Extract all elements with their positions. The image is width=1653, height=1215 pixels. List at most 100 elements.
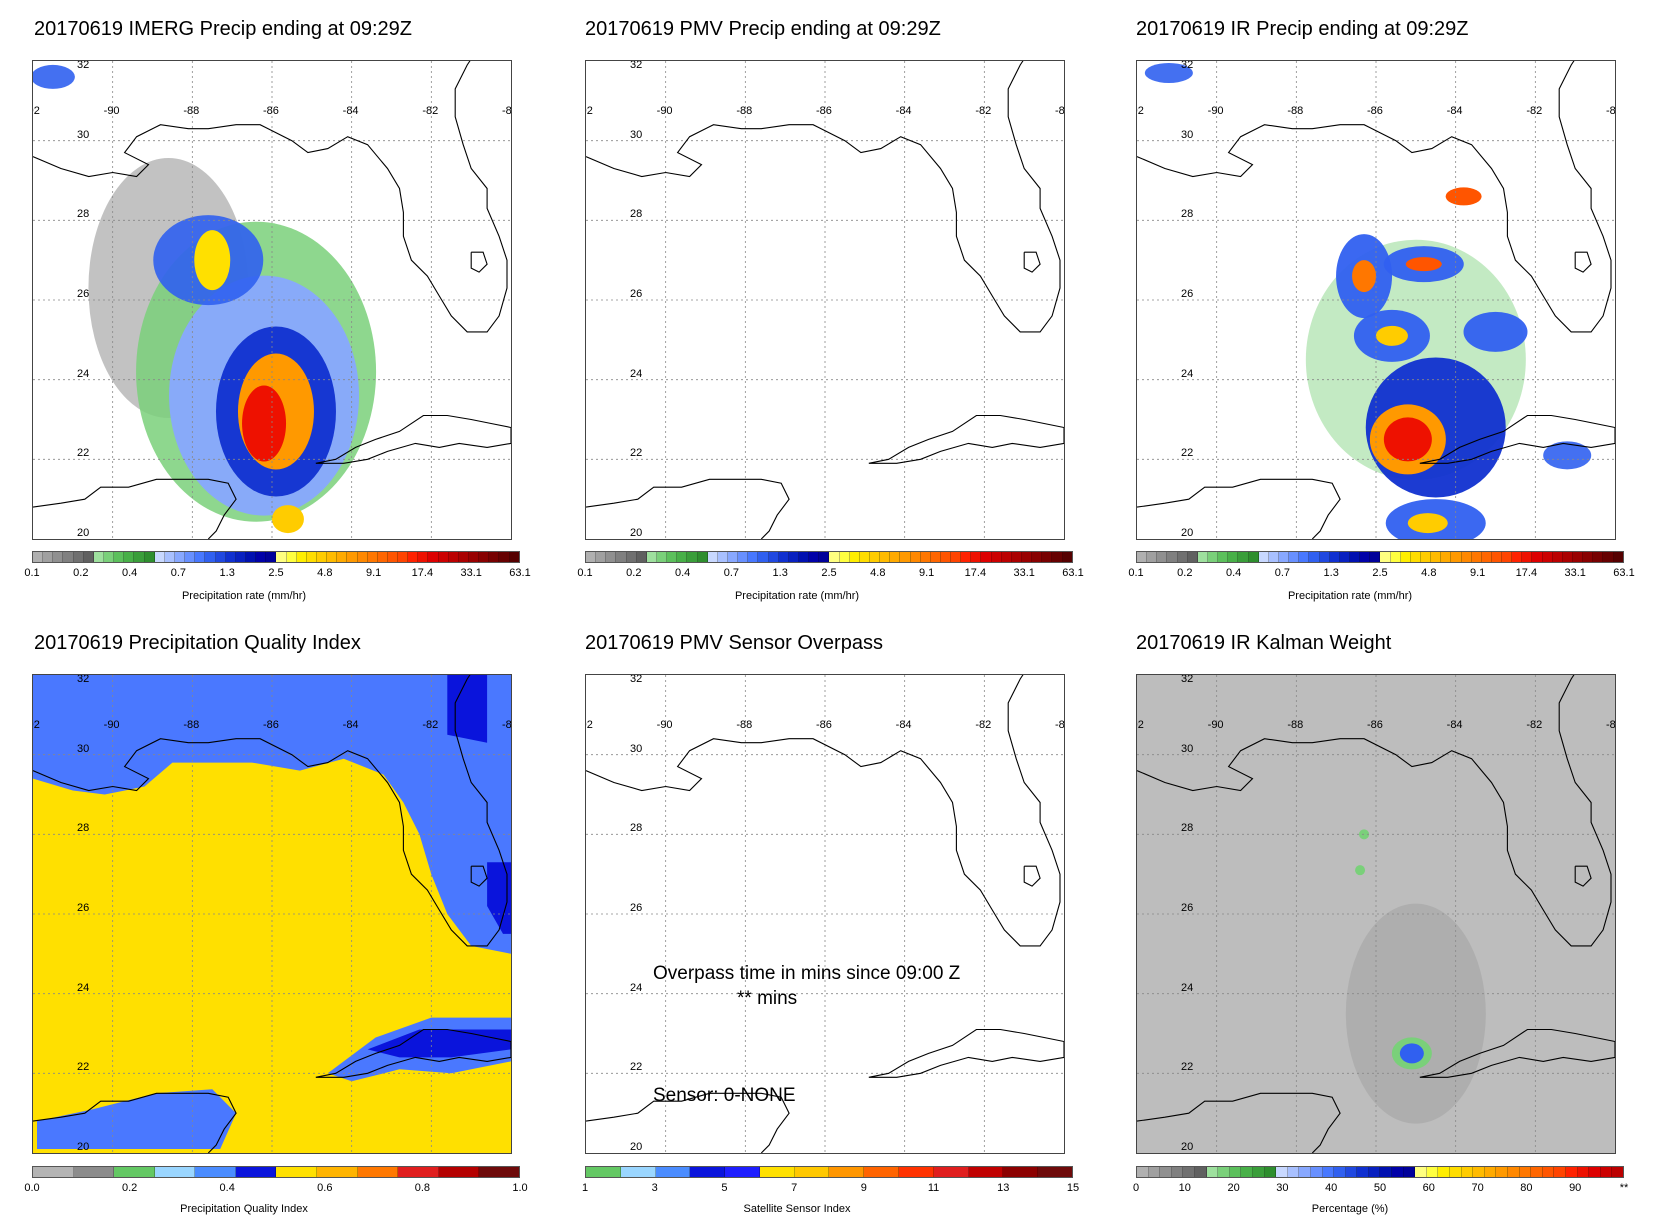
longitude-label: -80 [502,104,512,117]
colorbar-swatch [479,1167,519,1177]
colorbar-swatch [687,552,698,562]
longitude-label: -84 [895,718,912,731]
colorbar-swatch [438,552,449,562]
colorbar-tick-label: 0.4 [1225,567,1242,579]
colorbar-tick-label: 63.1 [1062,567,1084,579]
colorbar-tick-label: 90 [1569,1182,1582,1194]
map-imerg: -92 -90 -88 -86 -84 -82 -80 32 30 28 26 24 22 20 [32,60,512,540]
colorbar-swatch [1403,1167,1416,1177]
colorbar-swatch [859,552,870,562]
colorbar-swatch [195,552,206,562]
colorbar-swatch [1451,552,1462,562]
colorbar-swatch [1562,552,1574,562]
latitude-label: 28 [77,208,90,221]
lake-okeechobee [470,865,488,887]
colorbar-swatch [1238,552,1249,562]
colorbar-swatch [1228,552,1239,562]
colorbar-swatch [1038,1167,1072,1177]
precip-yellow-area [271,505,304,534]
colorbar-swatch [1137,552,1148,562]
colorbar-swatch [1229,1167,1242,1177]
colorbar-tick-label: 0.0 [24,1182,40,1194]
colorbar-tick-label: 0.7 [723,567,740,579]
colorbar-swatch [1160,1167,1172,1177]
colorbar-swatch [408,552,419,562]
colorbar-swatch [933,1167,969,1177]
colorbar-tick-label: 50 [1373,1182,1387,1194]
colorbar-tick-label: 9.1 [918,567,935,579]
colorbar-pmv [585,551,1073,563]
colorbar-swatch [1319,552,1330,562]
colorbar-swatch [1218,552,1229,562]
map-pmv: -92 -90 -88 -86 -84 -82 -80 32 30 28 26 24 22 20 [585,60,1065,540]
colorbar-swatch [1148,1167,1161,1177]
colorbar-label-pmv: Precipitation rate (mm/hr) [734,590,860,602]
colorbar-tick-label: 63.1 [1613,567,1635,579]
colorbar-swatch [961,552,972,562]
colorbar-swatch [1531,1167,1543,1177]
us-coastline [586,675,1061,947]
precip-blue-area [1144,62,1193,83]
colorbar-swatch [387,552,399,562]
colorbar-swatch [1218,1167,1230,1177]
colorbar-swatch [1552,552,1563,562]
colorbar-swatch [636,552,647,562]
colorbar-swatch [63,552,74,562]
latitude-label: 30 [77,742,90,755]
colorbar-swatch [266,552,277,562]
colorbar-swatch [1473,1167,1485,1177]
colorbar-tick-label: 2.5 [1372,567,1388,579]
colorbar-swatch [968,1167,1004,1177]
latitude-label: 20 [77,1141,90,1153]
latitude-label: 28 [630,822,643,835]
colorbar-swatch [438,1167,480,1177]
colorbar-swatch [1415,1167,1427,1177]
precip-yellow-area [1375,325,1408,346]
precip-orange-area [1405,257,1442,272]
colorbar-tick-label: 30 [1276,1182,1289,1194]
colorbar-swatch [337,552,348,562]
colorbar-tick-label: ** [1619,1182,1629,1194]
colorbar-swatch [276,1167,318,1177]
longitude-label: -80 [1606,718,1616,731]
colorbar-tick-label: 0.7 [170,567,187,579]
colorbar-swatch [1001,552,1012,562]
cuba-coastline [315,1028,511,1078]
latitude-label: 20 [1181,527,1194,539]
colorbar-swatch [829,552,840,562]
colorbar-swatch [327,552,338,562]
colorbar-tick-label: 1.0 [512,1182,528,1194]
colorbar-tick-label: 1.3 [772,567,788,579]
colorbar-tick-label: 17.4 [1515,567,1538,579]
colorbar-swatch [469,552,480,562]
colorbar-swatch [1309,552,1320,562]
colorbar-tick-label: 20 [1227,1182,1240,1194]
yucatan-coastline [1137,478,1341,539]
precip-blue-area [1543,441,1592,470]
quality-darkblue-area [447,675,488,743]
latitude-label: 22 [77,1061,90,1074]
colorbar-kalman [1136,1166,1624,1178]
us-coastline [1137,61,1612,333]
latitude-label: 26 [1181,288,1194,300]
colorbar-swatch [656,552,668,562]
colorbar-tick-label: 0.4 [219,1182,235,1194]
colorbar-swatch [1461,1167,1474,1177]
colorbar-swatch [788,552,799,562]
latitude-label: 28 [1181,822,1194,835]
colorbar-swatch [1420,552,1432,562]
colorbar-swatch [930,552,941,562]
cuba-coastline [868,1028,1064,1078]
kalman-green-area [1359,829,1370,840]
colorbar-tick-label: 33.1 [1564,567,1586,579]
colorbar-swatch [509,552,519,562]
colorbar-swatch [1194,1167,1207,1177]
colorbar-ir [1136,551,1624,563]
colorbar-swatch [1062,552,1072,562]
colorbar-swatch [849,552,860,562]
precip-yellow-area [194,230,231,291]
longitude-label: -90 [103,104,120,117]
longitude-label: -90 [1207,718,1224,731]
colorbar-swatch [768,552,779,562]
colorbar-tick-label: 60 [1422,1182,1435,1194]
